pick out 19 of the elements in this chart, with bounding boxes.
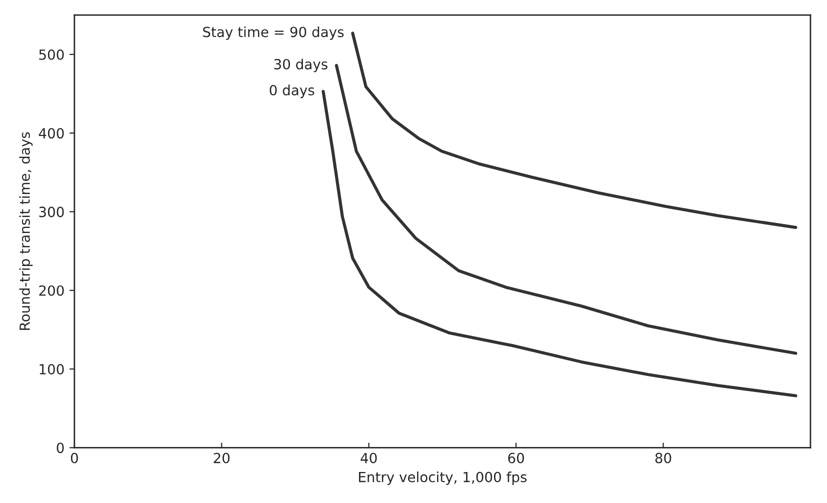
y-tick-label: 400: [38, 128, 64, 139]
x-axis-title: Entry velocity, 1,000 fps: [359, 472, 527, 485]
annotation: Stay time = 90 days: [203, 26, 344, 40]
x-tick-label: 0: [70, 452, 78, 464]
y-tick-label: 300: [39, 206, 64, 218]
y-tick-label: 500: [39, 49, 64, 60]
line-series: [334, 64, 798, 355]
y-tick-label: 200: [39, 285, 64, 296]
x-tick-label: 60: [508, 452, 524, 464]
x-tick-label: 80: [655, 452, 672, 464]
annotation: 30 days: [274, 58, 328, 72]
x-tick-label: 40: [360, 452, 377, 464]
x-tick-label: 20: [214, 452, 230, 464]
y-axis-title: Round-trip transit time, days: [19, 132, 33, 330]
line-series: [351, 32, 798, 229]
line-series: [322, 90, 798, 398]
y-tick-label: 0: [56, 442, 64, 454]
annotation: 0 days: [270, 84, 314, 98]
y-tick-label: 100: [40, 364, 64, 374]
